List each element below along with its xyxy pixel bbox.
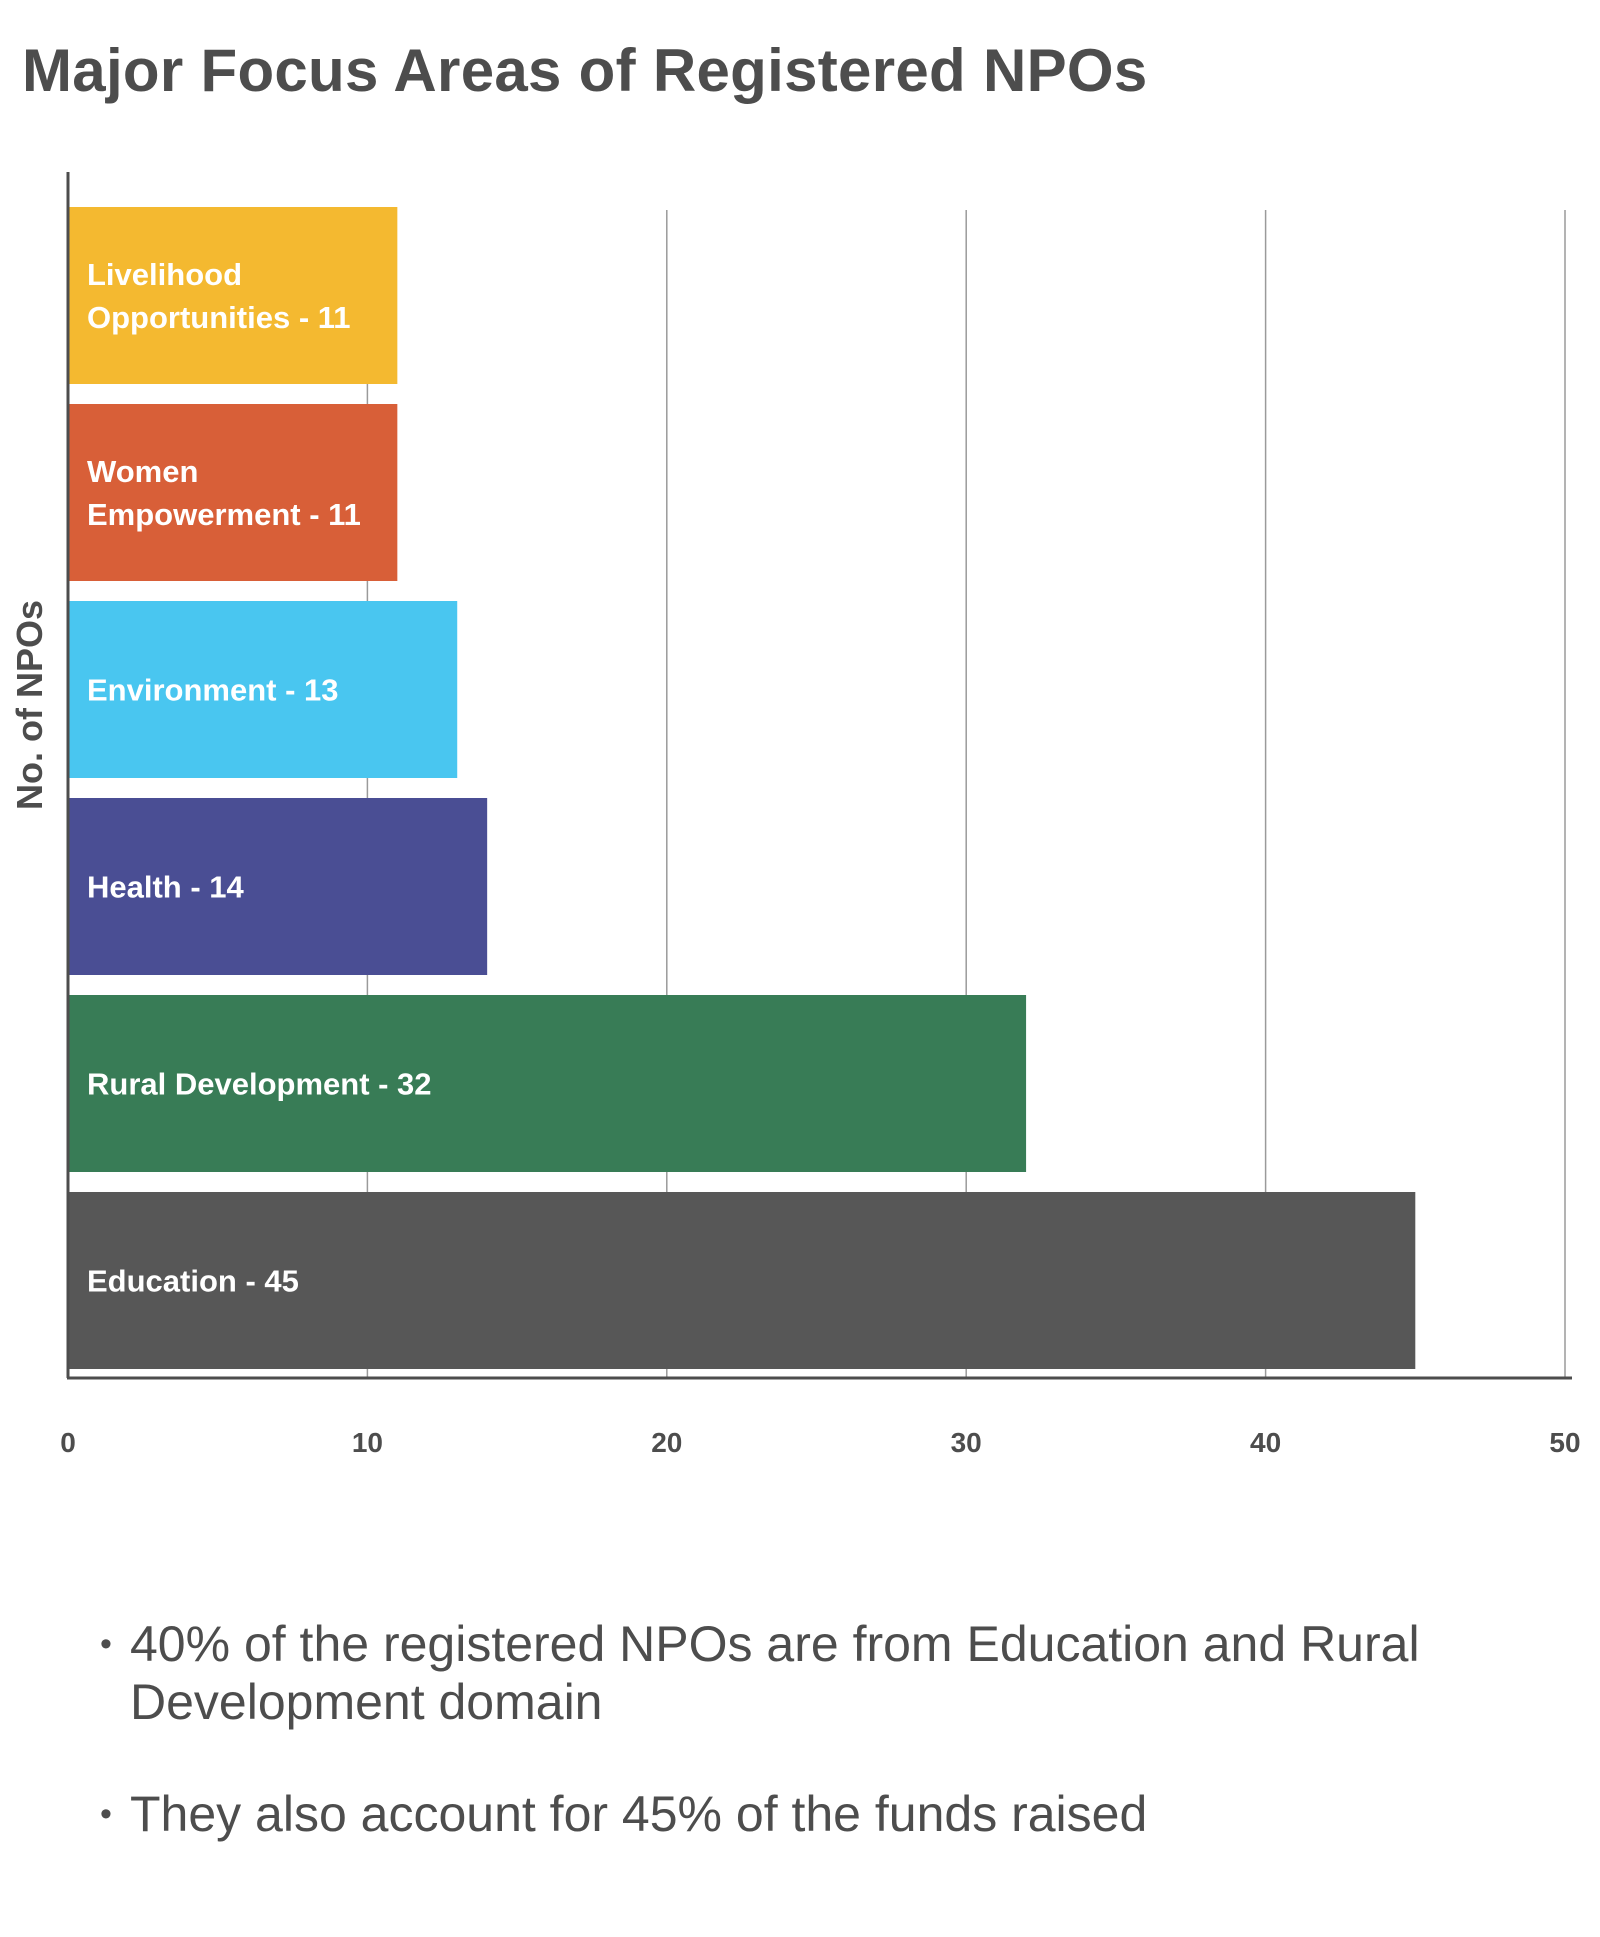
bar [68, 207, 398, 384]
bar-label: Health - 14 [87, 870, 245, 905]
note-item: • 40% of the registered NPOs are from Ed… [100, 1615, 1560, 1731]
bar [68, 404, 398, 581]
bar [68, 798, 488, 975]
bar-label: Opportunities - 11 [87, 300, 351, 335]
y-axis-label: No. of NPOs [9, 600, 50, 810]
note-text: 40% of the registered NPOs are from Educ… [130, 1616, 1420, 1730]
x-tick-label: 50 [1549, 1427, 1580, 1458]
bar-label: Rural Development - 32 [87, 1067, 432, 1102]
bar-chart: Livelihood Opportunities - 11 Women Empower… [9, 172, 1581, 1458]
bar-label: Education - 45 [87, 1264, 299, 1299]
bar-labels: Livelihood Opportunities - 11 Women Empower… [87, 257, 432, 1299]
x-tick-labels: 0 10 20 30 40 50 [60, 1427, 1580, 1458]
note-text: They also account for 45% of the funds r… [130, 1786, 1148, 1842]
bar [68, 995, 1027, 1172]
bar-label: Environment - 13 [87, 673, 339, 708]
bullet-dot: • [100, 1795, 112, 1833]
bar-label: Empowerment - 11 [87, 497, 361, 532]
axes [66, 172, 1572, 1380]
x-tick-label: 20 [651, 1427, 682, 1458]
x-tick-label: 40 [1250, 1427, 1281, 1458]
note-item: • They also account for 45% of the funds… [100, 1785, 1560, 1843]
bars [68, 207, 1416, 1369]
x-tick-label: 30 [951, 1427, 982, 1458]
bullet-dot: • [100, 1625, 112, 1663]
page-title: Major Focus Areas of Registered NPOs [22, 37, 1148, 104]
bar-label: Women [87, 454, 198, 489]
bar [68, 1192, 1416, 1369]
bar-label: Livelihood [87, 257, 242, 292]
bar [68, 601, 458, 778]
x-tick-label: 10 [352, 1427, 383, 1458]
notes-list: • 40% of the registered NPOs are from Ed… [100, 1615, 1560, 1897]
x-tick-label: 0 [60, 1427, 76, 1458]
